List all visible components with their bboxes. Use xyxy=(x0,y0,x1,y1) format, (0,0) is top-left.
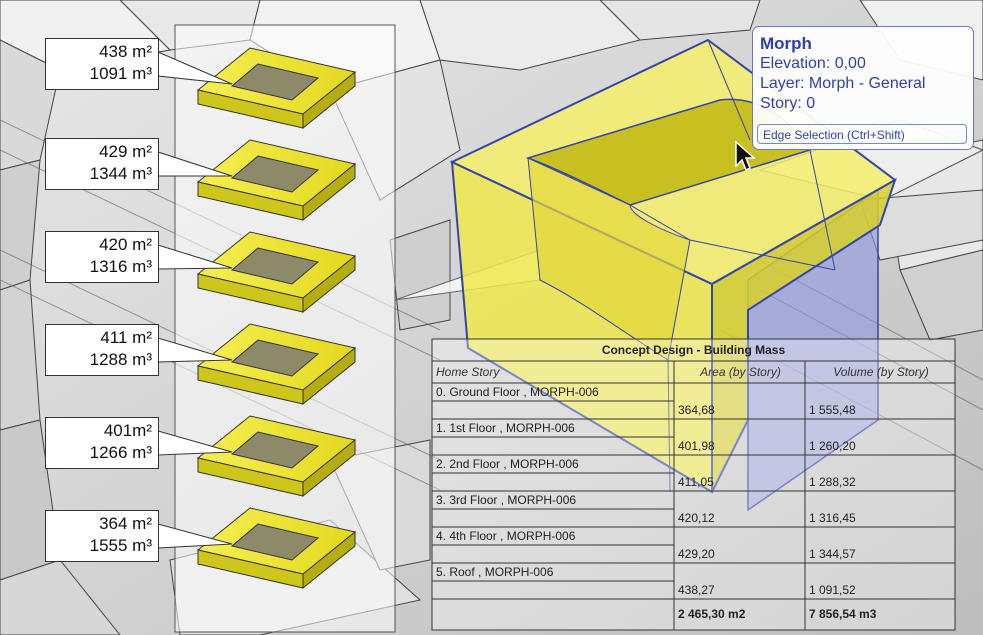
row-story: 5. Roof , MORPH-006 xyxy=(436,565,554,579)
callout-volume: 1288 m³ xyxy=(89,350,152,369)
tooltip-story: Story: 0 xyxy=(760,95,816,112)
row-volume: 1 555,48 xyxy=(809,403,856,417)
row-area: 420,12 xyxy=(678,511,715,525)
row-story: 1. 1st Floor , MORPH-006 xyxy=(436,421,575,435)
callout-volume: 1555 m³ xyxy=(89,536,152,555)
floor-callout-1: 401m² 1266 m³ xyxy=(45,417,159,469)
total-area: 2 465,30 m2 xyxy=(678,607,746,621)
floor-callout-roof: 438 m² 1091 m³ xyxy=(45,38,159,90)
tooltip-elevation: Elevation: 0,00 xyxy=(760,55,866,72)
element-info-tooltip: Morph Elevation: 0,00 Layer: Morph - Gen… xyxy=(752,26,974,150)
row-volume: 1 260,20 xyxy=(809,439,856,453)
floor-slab-4 xyxy=(196,139,357,222)
floor-slab-2 xyxy=(196,323,357,406)
callout-volume: 1344 m³ xyxy=(89,164,152,183)
row-area: 401,98 xyxy=(678,439,715,453)
row-volume: 1 288,32 xyxy=(809,475,856,489)
callout-volume: 1316 m³ xyxy=(89,257,152,276)
floor-callout-4: 429 m² 1344 m³ xyxy=(45,138,159,190)
callout-volume: 1091 m³ xyxy=(89,64,152,83)
floor-slab-3 xyxy=(196,231,357,314)
row-story: 4. 4th Floor , MORPH-006 xyxy=(436,529,576,543)
callout-area: 364 m² xyxy=(99,514,152,533)
row-area: 429,20 xyxy=(678,547,715,561)
callout-area: 420 m² xyxy=(99,235,152,254)
total-volume: 7 856,54 m3 xyxy=(809,607,877,621)
floor-callout-3: 420 m² 1316 m³ xyxy=(45,231,159,283)
callout-area: 411 m² xyxy=(100,328,152,347)
floor-slab-1 xyxy=(196,415,357,498)
column-header-area: Area (by Story) xyxy=(700,365,781,379)
row-volume: 1 316,45 xyxy=(809,511,856,525)
column-header-story: Home Story xyxy=(436,365,500,379)
row-story: 3. 3rd Floor , MORPH-006 xyxy=(436,493,577,507)
floor-slab-roof xyxy=(196,47,357,130)
floor-callout-2: 411 m² 1288 m³ xyxy=(45,324,159,376)
building-mass-schedule[interactable]: Concept Design - Building Mass Home Stor… xyxy=(432,339,955,630)
tooltip-hint: Edge Selection (Ctrl+Shift) xyxy=(757,124,967,144)
floor-slab-stack xyxy=(196,47,357,590)
callout-volume: 1266 m³ xyxy=(89,443,152,462)
callout-area: 429 m² xyxy=(99,142,152,161)
mouse-pointer-icon xyxy=(735,140,756,172)
floor-slab-ground xyxy=(196,507,357,590)
row-story: 2. 2nd Floor , MORPH-006 xyxy=(436,457,579,471)
schedule-title: Concept Design - Building Mass xyxy=(601,343,786,357)
row-area: 411,05 xyxy=(678,475,714,489)
callout-area: 401m² xyxy=(103,421,152,440)
callout-leaders xyxy=(157,51,233,549)
schedule-grid xyxy=(431,338,956,631)
row-volume: 1 344,57 xyxy=(809,547,856,561)
column-header-volume: Volume (by Story) xyxy=(833,365,929,379)
row-volume: 1 091,52 xyxy=(809,583,856,597)
row-story: 0. Ground Floor , MORPH-006 xyxy=(436,385,599,399)
callout-area: 438 m² xyxy=(99,42,152,61)
row-area: 364,68 xyxy=(678,403,715,417)
row-area: 438,27 xyxy=(678,583,715,597)
floor-callout-ground: 364 m² 1555 m³ xyxy=(45,510,159,562)
tooltip-layer: Layer: Morph - General xyxy=(760,75,926,92)
tooltip-title: Morph xyxy=(760,34,812,53)
